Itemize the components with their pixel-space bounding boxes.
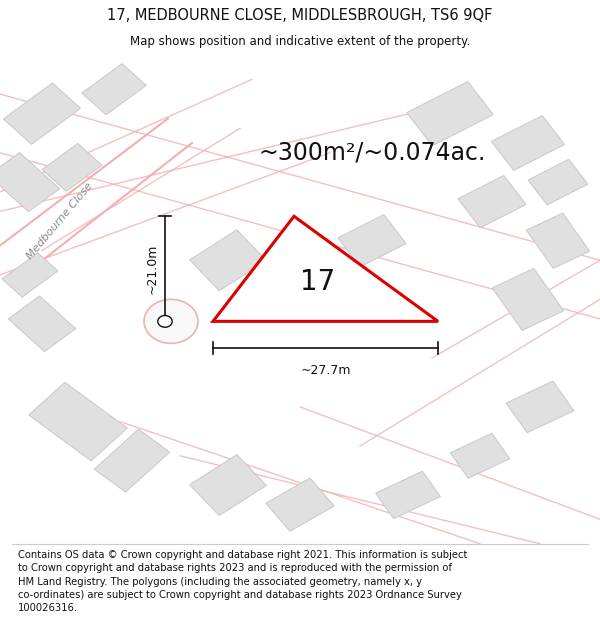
Polygon shape <box>338 214 406 267</box>
Polygon shape <box>526 213 590 268</box>
Polygon shape <box>492 268 564 331</box>
Polygon shape <box>29 382 127 461</box>
Text: Contains OS data © Crown copyright and database right 2021. This information is : Contains OS data © Crown copyright and d… <box>18 550 467 613</box>
Polygon shape <box>528 159 588 205</box>
Polygon shape <box>8 296 76 352</box>
Polygon shape <box>42 143 102 191</box>
Polygon shape <box>491 116 565 171</box>
Polygon shape <box>213 216 438 321</box>
Polygon shape <box>82 64 146 115</box>
Circle shape <box>158 316 172 328</box>
Polygon shape <box>458 176 526 228</box>
Text: Medbourne Close: Medbourne Close <box>25 181 95 261</box>
Circle shape <box>144 299 198 343</box>
Polygon shape <box>450 433 510 478</box>
Polygon shape <box>190 454 266 516</box>
Text: 17, MEDBOURNE CLOSE, MIDDLESBROUGH, TS6 9QF: 17, MEDBOURNE CLOSE, MIDDLESBROUGH, TS6 … <box>107 8 493 23</box>
Polygon shape <box>376 471 440 519</box>
Text: 17: 17 <box>301 268 335 296</box>
Polygon shape <box>0 152 59 212</box>
Polygon shape <box>94 429 170 492</box>
Polygon shape <box>276 297 345 321</box>
Text: ~300m²/~0.074ac.: ~300m²/~0.074ac. <box>259 141 485 165</box>
Polygon shape <box>4 83 80 144</box>
Polygon shape <box>407 81 493 146</box>
Polygon shape <box>506 381 574 432</box>
Polygon shape <box>190 230 266 291</box>
Polygon shape <box>266 478 334 531</box>
Text: Map shows position and indicative extent of the property.: Map shows position and indicative extent… <box>130 35 470 48</box>
Polygon shape <box>2 253 58 297</box>
Text: ~21.0m: ~21.0m <box>145 244 158 294</box>
Text: ~27.7m: ~27.7m <box>300 364 351 377</box>
